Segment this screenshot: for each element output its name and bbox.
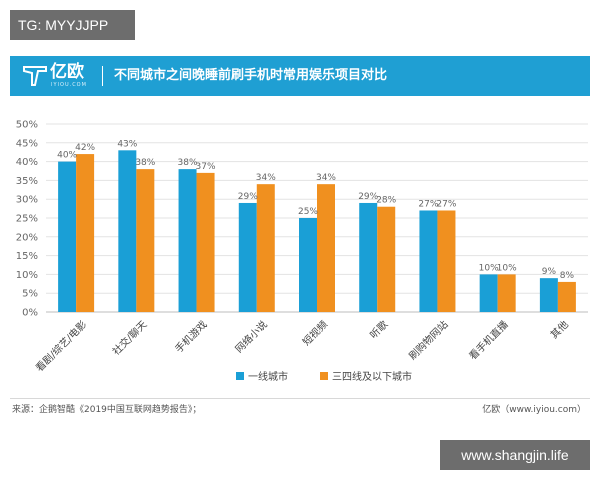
y-tick-label: 40% [16, 157, 38, 168]
data-label: 28% [376, 196, 396, 206]
data-label: 40% [57, 151, 77, 161]
y-tick-label: 0% [22, 308, 38, 319]
data-label: 37% [196, 162, 216, 172]
data-label: 10% [479, 263, 499, 273]
legend-label: 三四线及以下城市 [332, 370, 412, 383]
data-label: 29% [238, 192, 258, 202]
bar-tier1 [539, 278, 558, 312]
tg-tag: TG: MYYJJPP [10, 10, 135, 40]
x-category-label: 刷购物网站 [406, 318, 451, 363]
x-category-label: 其他 [548, 318, 571, 341]
data-label: 25% [298, 207, 318, 217]
y-tick-label: 50% [16, 120, 38, 131]
bar-tier1 [479, 274, 498, 312]
data-label: 34% [256, 173, 276, 183]
data-label: 38% [178, 158, 198, 168]
bar-tier34 [557, 281, 576, 312]
logo-subtext: IYIOU.COM [51, 82, 87, 88]
source-note: 来源：企鹅智酷《2019中国互联网趋势报告》； [12, 405, 202, 415]
x-category-label: 手机游戏 [172, 318, 209, 355]
data-label: 27% [418, 199, 438, 209]
data-label: 38% [135, 158, 155, 168]
bar-tier34 [136, 169, 155, 312]
x-category-label: 看剧/综艺/电影 [33, 318, 89, 374]
y-tick-label: 25% [16, 214, 38, 225]
bar-tier1 [419, 210, 438, 312]
bar-tier34 [377, 206, 396, 312]
bar-tier34 [437, 210, 456, 312]
bar-tier1 [238, 202, 257, 312]
legend-swatch [236, 372, 244, 380]
x-category-label: 短视频 [300, 318, 330, 348]
bar-tier34 [196, 172, 215, 312]
y-tick-label: 5% [22, 289, 38, 300]
footer-divider [10, 398, 590, 399]
y-tick-label: 35% [16, 176, 38, 187]
x-category-label: 网络小说 [232, 318, 269, 355]
data-label: 10% [497, 263, 517, 273]
data-label: 43% [117, 139, 137, 149]
bar-tier1 [178, 169, 197, 312]
header-divider [102, 66, 103, 86]
bar-tier34 [317, 184, 335, 312]
logo-icon [23, 66, 47, 86]
bar-tier34 [497, 274, 516, 312]
chart-header: 亿欧 IYIOU.COM 不同城市之间晚睡前刷手机时常用娱乐项目对比 [10, 56, 590, 96]
bar-chart: 40%42% 43%38% 38%37%29%34%25%34%29%28% 27%2… [16, 120, 588, 383]
x-category-label: 看手机直播 [466, 318, 511, 363]
y-tick-label: 15% [16, 251, 38, 262]
data-label: 34% [316, 173, 336, 183]
y-tick-label: 45% [16, 138, 38, 149]
bar-tier34 [76, 154, 95, 312]
legend-swatch [320, 372, 328, 380]
data-label: 29% [358, 192, 378, 202]
chart-title: 不同城市之间晚睡前刷手机时常用娱乐项目对比 [114, 68, 388, 83]
legend-label: 一线城市 [248, 370, 288, 383]
x-category-label: 听歌 [367, 318, 390, 341]
y-tick-label: 20% [16, 232, 38, 243]
y-tick-label: 10% [16, 270, 38, 281]
bar-tier34 [256, 184, 275, 312]
data-label: 9% [542, 267, 557, 277]
bar-tier1 [58, 161, 77, 312]
data-label: 42% [75, 143, 95, 153]
brand-note: 亿欧（www.iyiou.com） [482, 405, 586, 415]
bar-tier1 [118, 150, 137, 312]
bar-tier1 [299, 218, 317, 312]
x-category-label: 社交/聊天 [110, 318, 150, 358]
watermark: www.shangjin.life [440, 440, 590, 470]
y-tick-label: 30% [16, 195, 38, 206]
bar-tier1 [359, 202, 378, 312]
logo-text: 亿欧 [50, 62, 84, 82]
data-label: 27% [436, 199, 456, 209]
chart-area: 40% 42% 43% 38% 38% 37% 29% 34% 25% 34% 29% 28% 27% 2… [0, 100, 600, 400]
data-label: 8% [560, 271, 575, 281]
